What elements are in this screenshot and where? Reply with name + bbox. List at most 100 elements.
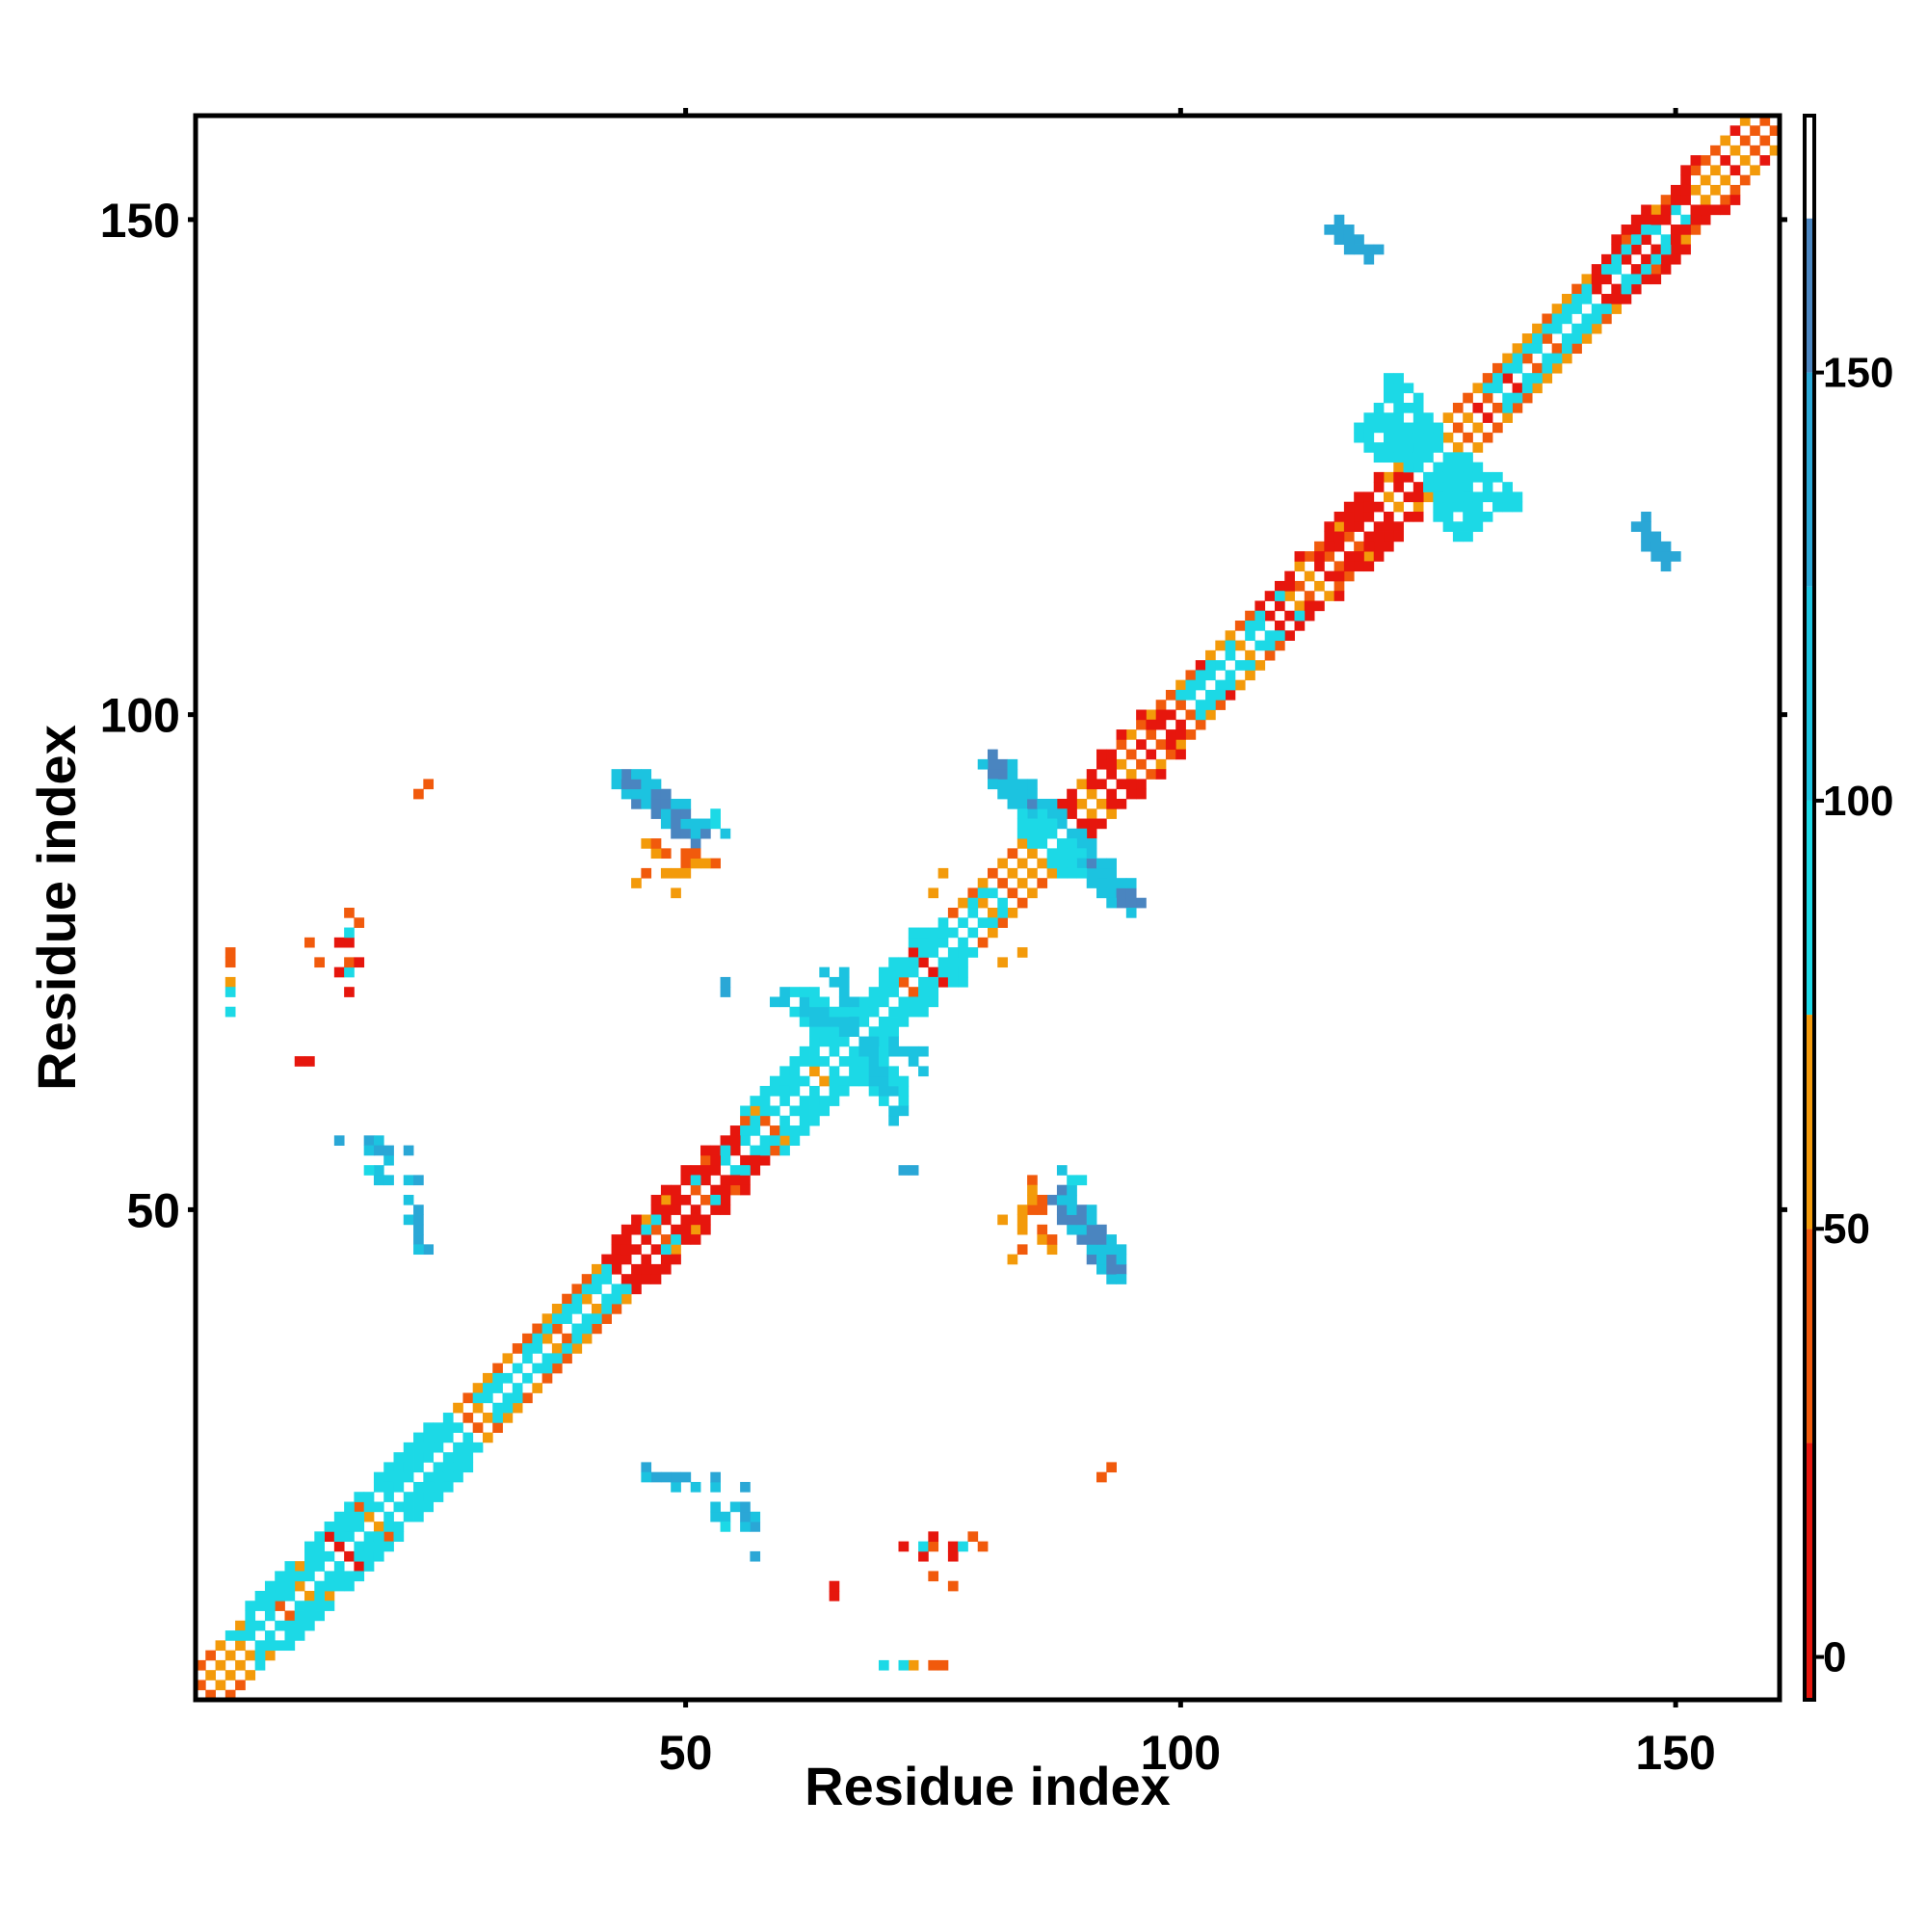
heatmap-cell [829,1006,840,1018]
heatmap-cell [1294,580,1306,592]
heatmap-cell [928,996,939,1008]
heatmap-cell [571,1284,583,1295]
heatmap-cell [1463,512,1473,522]
colorbar [1803,114,1816,1702]
heatmap-cell [1532,343,1543,355]
heatmap-cell [1333,531,1345,543]
heatmap-cell [413,1244,424,1256]
heatmap-cell [284,1590,296,1601]
heatmap-cell [997,858,1008,869]
heatmap-cell [1175,749,1186,760]
heatmap-cell [1680,184,1691,196]
heatmap-cell [1521,353,1533,364]
heatmap-cell [592,1274,602,1284]
heatmap-cell [562,1304,572,1314]
heatmap-cell [1403,442,1414,453]
heatmap-cell [671,887,681,899]
heatmap-cell [1175,679,1186,691]
x-axis-ticks: 50 100 150 [659,108,1716,1780]
heatmap-cell [413,1492,424,1502]
heatmap-cell [1641,541,1651,552]
heatmap-cell [1384,521,1394,532]
heatmap-cell [1611,293,1623,304]
heatmap-cell [1621,283,1632,295]
heatmap-cell [1264,630,1276,641]
heatmap-cell [1205,649,1216,661]
heatmap-cell [1571,333,1582,344]
heatmap-cell [403,1511,414,1522]
heatmap-cell [720,987,731,997]
heatmap-cell [522,1353,533,1364]
heatmap-cell [1037,878,1048,888]
heatmap-cell [838,1036,850,1047]
heatmap-cell [512,1343,523,1354]
heatmap-cell [1641,214,1651,225]
heatmap-cell [1561,343,1572,355]
heatmap-cell [789,1085,801,1097]
heatmap-cell [1333,570,1345,582]
heatmap-cell [1067,798,1077,809]
heatmap-cell [1354,541,1364,552]
heatmap-cell [1314,600,1325,612]
heatmap-cell [581,1284,593,1295]
heatmap-cell [1106,1244,1117,1256]
heatmap-cell [1502,402,1513,413]
heatmap-cell [1363,531,1375,543]
heatmap-cell [967,887,979,899]
heatmap-cell [1542,333,1553,344]
heatmap-cell [641,1274,652,1284]
heatmap-cell [333,1580,345,1592]
heatmap-cell [1354,491,1364,503]
heatmap-cell [759,1145,771,1156]
heatmap-cell [809,1105,820,1117]
heatmap-cell [1245,610,1255,622]
heatmap-cell [1452,402,1464,413]
heatmap-cell [660,1254,672,1265]
heatmap-cell [1185,689,1197,701]
heatmap-cell [750,1145,761,1156]
heatmap-cell [264,1630,276,1641]
heatmap-cell [1304,610,1315,622]
heatmap-cell [1463,501,1473,513]
heatmap-cell [1106,1263,1117,1275]
heatmap-cell [1304,600,1315,612]
heatmap-cell [1146,729,1157,740]
heatmap-cell [1433,462,1444,473]
heatmap-cell [660,808,672,819]
heatmap-cell [1343,234,1355,245]
heatmap-cell [888,1026,899,1037]
heatmap-cell [1234,621,1246,631]
heatmap-cell [1373,452,1385,463]
heatmap-cell [1354,244,1364,255]
heatmap-cell [829,1066,840,1077]
heatmap-cell [1660,234,1672,245]
heatmap-cell [660,788,672,800]
heatmap-cell [1482,491,1493,503]
heatmap-cell [383,1531,394,1543]
heatmap-cell [1363,512,1375,522]
heatmap-cell [363,1541,375,1552]
heatmap-cell [492,1402,503,1414]
heatmap-cell [769,1145,780,1156]
heatmap-cell [1106,749,1117,760]
heatmap-cell [1433,442,1444,453]
heatmap-cell [324,1580,335,1592]
heatmap-cell [1056,858,1068,869]
heatmap-cell [1016,788,1028,800]
heatmap-cell [1384,373,1394,384]
heatmap-cell [442,1452,454,1463]
heatmap-cell [403,1442,414,1453]
heatmap-cell [671,808,681,819]
heatmap-cell [937,976,949,988]
heatmap-cell [650,1274,662,1284]
heatmap-cell [1016,1244,1028,1256]
heatmap-cell [275,1640,285,1652]
heatmap-cell [1630,283,1642,295]
heatmap-cell [354,917,365,928]
heatmap-cell [1264,640,1276,651]
heatmap-cell [1225,689,1236,701]
heatmap-cell [769,1075,780,1087]
heatmap-cell [1630,244,1642,255]
heatmap-cell [1373,402,1385,413]
